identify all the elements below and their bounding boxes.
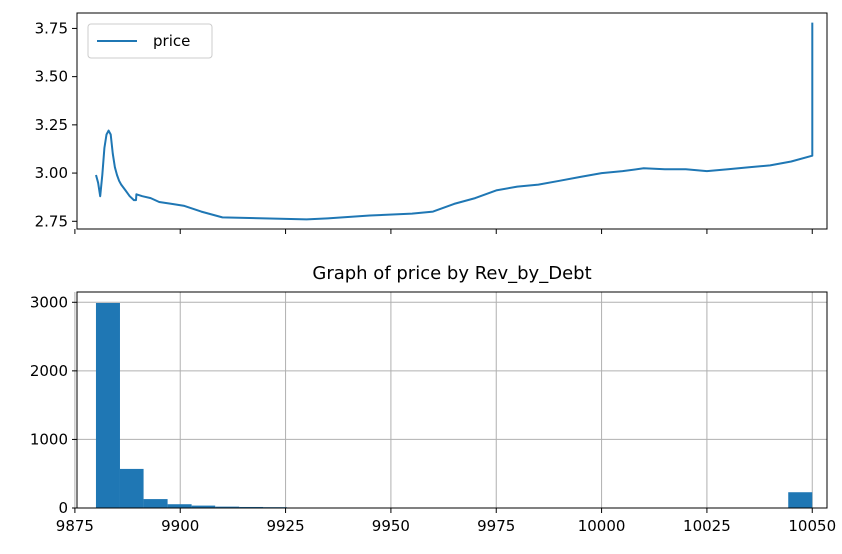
y-tick-label: 2.75: [35, 212, 68, 230]
histogram-bar: [167, 504, 192, 508]
y-tick-label: 3.50: [35, 68, 68, 86]
line-chart-panel: 2.75 3.00 3.25 3.50 3.75 price: [35, 12, 828, 234]
x-tick-label: 9950: [372, 517, 410, 535]
x-tick-label: 10000: [578, 517, 626, 535]
histogram-x-axis: 9875 9900 9925 9950 9975 10000 10025 10050: [56, 508, 836, 535]
y-tick-label: 3.00: [35, 164, 68, 182]
legend: price: [87, 23, 213, 59]
histogram-bar: [191, 505, 216, 508]
line-chart-x-axis: [74, 229, 813, 234]
histogram-frame: [76, 291, 828, 509]
series-line-price: [95, 22, 814, 221]
x-tick-label: 10025: [683, 517, 731, 535]
y-tick-label: 2000: [30, 362, 68, 380]
histogram-frame-bg: [77, 292, 827, 508]
x-tick-label: 10050: [788, 517, 836, 535]
legend-label-price: price: [153, 32, 190, 50]
y-tick-label: 0: [58, 499, 68, 517]
x-tick-label: 9900: [161, 517, 199, 535]
x-tick-label: 9875: [56, 517, 94, 535]
histogram-bar: [239, 506, 264, 508]
y-tick-label: 3.75: [35, 19, 68, 37]
x-tick-label: 9975: [477, 517, 515, 535]
histogram-bar: [119, 468, 144, 508]
histogram-bar: [95, 302, 120, 508]
histogram-panel: Graph of price by Rev_by_Debt 0 1000 2000 3…: [30, 263, 836, 535]
legend-box: [87, 23, 213, 59]
line-chart-plot-area: [95, 22, 814, 221]
histogram-bar: [143, 499, 168, 508]
line-chart-y-axis: 2.75 3.00 3.25 3.50 3.75: [35, 19, 77, 230]
y-tick-label: 3.25: [35, 116, 68, 134]
histogram-title: Graph of price by Rev_by_Debt: [312, 263, 591, 284]
y-tick-label: 1000: [30, 430, 68, 448]
histogram-y-axis: 0 1000 2000 3000: [30, 293, 77, 517]
x-tick-label: 9925: [266, 517, 304, 535]
histogram-bars: [95, 302, 813, 508]
y-tick-label: 3000: [30, 293, 68, 311]
histogram-bar: [788, 492, 813, 508]
histogram-bar: [215, 506, 240, 508]
